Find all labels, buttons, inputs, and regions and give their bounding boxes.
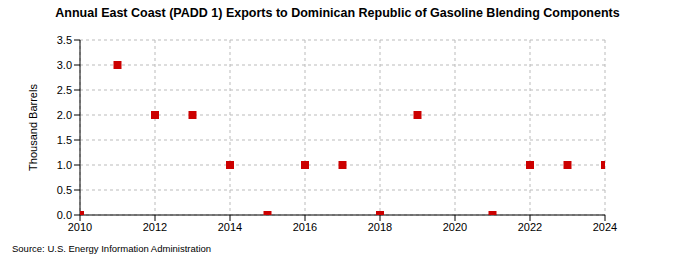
svg-text:Thousand Barrels: Thousand Barrels — [27, 84, 39, 171]
svg-text:2024: 2024 — [593, 221, 617, 233]
svg-text:2018: 2018 — [368, 221, 392, 233]
svg-text:1.0: 1.0 — [57, 159, 72, 171]
svg-text:1.5: 1.5 — [57, 134, 72, 146]
svg-text:2010: 2010 — [68, 221, 92, 233]
html-text:Source: U.S. Energy Informatio: Source: U.S. Energy Information Administ… — [12, 243, 212, 254]
svg-text:2020: 2020 — [443, 221, 467, 233]
svg-text:3.0: 3.0 — [57, 59, 72, 71]
svg-text:3.5: 3.5 — [57, 34, 72, 46]
svg-text:2.5: 2.5 — [57, 84, 72, 96]
svg-text:2016: 2016 — [293, 221, 317, 233]
svg-text:2022: 2022 — [518, 221, 542, 233]
svg-text:0.5: 0.5 — [57, 184, 72, 196]
svg-text:2.0: 2.0 — [57, 109, 72, 121]
html-text:Annual East Coast (PADD 1) Exp: Annual East Coast (PADD 1) Exports to Do… — [55, 6, 620, 20]
svg-text:2012: 2012 — [143, 221, 167, 233]
svg-text:0.0: 0.0 — [57, 209, 72, 221]
svg-text:2014: 2014 — [218, 221, 242, 233]
